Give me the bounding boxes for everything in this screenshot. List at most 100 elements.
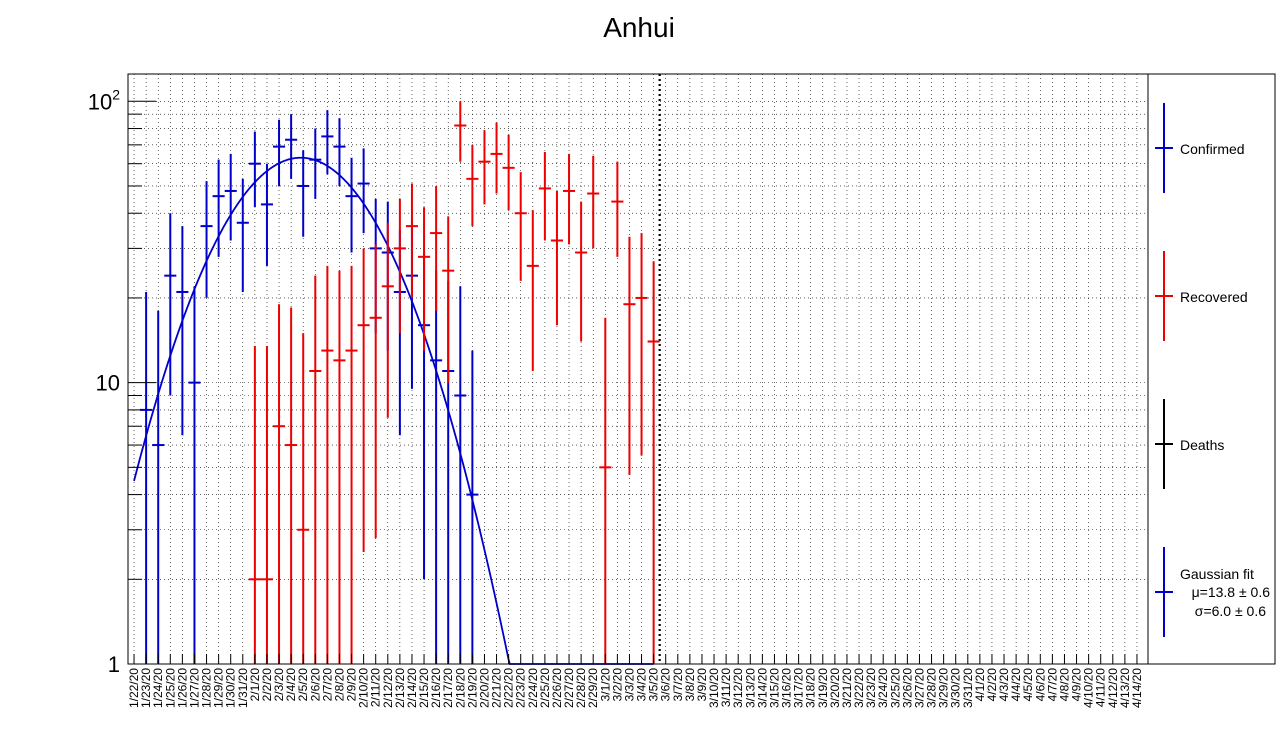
legend-entry-confirmed: Confirmed: [1155, 103, 1245, 193]
recovered-point: [418, 207, 431, 351]
data-layer: [140, 101, 660, 664]
legend-label-fit-sigma: σ=6.0 ± 0.6: [1195, 603, 1266, 619]
x-tick-label: 1/30/20: [224, 668, 238, 708]
x-tick-label: 2/11/20: [369, 668, 383, 707]
recovered-point: [502, 134, 515, 211]
x-tick-label: 3/19/20: [816, 668, 830, 708]
confirmed-point: [466, 350, 479, 664]
x-tick-label: 1/25/20: [163, 668, 177, 708]
legend-label-fit: Gaussian fit: [1180, 566, 1254, 582]
recovered-point: [478, 130, 491, 205]
recovered-point: [248, 345, 261, 664]
x-tick-label: 3/22/20: [852, 668, 866, 708]
x-tick-label: 3/14/20: [755, 668, 769, 708]
x-tick-label: 2/26/20: [550, 668, 564, 708]
grid-layer: [128, 74, 1148, 665]
x-tick-label: 3/30/20: [949, 668, 963, 708]
confirmed-point: [164, 213, 177, 396]
legend: Confirmed Recovered Deaths Gaussian fit …: [1155, 103, 1270, 637]
x-tick-label: 1/29/20: [212, 668, 226, 708]
x-tick-label: 3/18/20: [804, 668, 818, 708]
x-tick-label: 1/24/20: [151, 668, 165, 708]
recovered-point: [575, 201, 588, 342]
recovered-point: [635, 233, 648, 456]
x-tick-label: 3/11/20: [719, 668, 733, 707]
x-tick-label: 2/3/20: [272, 668, 286, 702]
gaussian-fit-curve: [133, 156, 654, 665]
x-tick-label: 2/19/20: [465, 668, 479, 708]
confirmed-point: [248, 131, 261, 208]
x-tick-label: 2/21/20: [490, 668, 504, 708]
recovered-point: [563, 153, 576, 245]
x-tick-label: 3/25/20: [888, 668, 902, 708]
recovered-point: [369, 244, 382, 539]
x-tick-label: 4/11/20: [1094, 668, 1108, 707]
x-tick-label: 1/28/20: [200, 668, 214, 708]
confirmed-point: [297, 150, 310, 237]
confirmed-point: [152, 310, 165, 664]
x-tick-label: 2/2/20: [260, 668, 274, 702]
x-tick-label: 3/5/20: [647, 668, 661, 702]
x-tick-label: 3/23/20: [864, 668, 878, 708]
legend-entry-recovered: Recovered: [1155, 251, 1248, 341]
x-tick-label: 3/9/20: [695, 668, 709, 702]
recovered-point: [297, 333, 310, 664]
x-tick-label: 4/14/20: [1130, 668, 1144, 708]
x-tick-label: 2/13/20: [393, 668, 407, 708]
recovered-point: [611, 161, 624, 257]
x-tick-label: 2/15/20: [417, 668, 431, 708]
recovered-point: [647, 261, 660, 664]
recovered-point: [623, 236, 636, 475]
confirmed-point: [260, 163, 273, 266]
x-tick-label: 3/21/20: [840, 668, 854, 708]
recovered-point: [309, 275, 322, 664]
confirmed-point: [333, 118, 346, 186]
x-tick-label: 2/29/20: [586, 668, 600, 708]
legend-entry-gaussian-fit: Gaussian fit μ=13.8 ± 0.6 σ=6.0 ± 0.6: [1155, 547, 1270, 637]
x-tick-label: 4/12/20: [1106, 668, 1120, 708]
recovered-point: [587, 155, 600, 249]
y-tick-label: 10: [96, 371, 120, 396]
chart-title: Anhui: [603, 12, 675, 43]
confirmed-point: [140, 291, 153, 664]
x-tick-label: 1/26/20: [175, 668, 189, 708]
x-tick-label: 3/20/20: [828, 668, 842, 708]
x-tick-label: 3/26/20: [900, 668, 914, 708]
x-tick-label: 3/31/20: [961, 668, 975, 708]
x-tick-label: 4/9/20: [1070, 668, 1084, 702]
x-tick-label: 2/5/20: [296, 668, 310, 702]
x-tick-label: 3/24/20: [876, 668, 890, 708]
confirmed-point: [200, 181, 213, 298]
x-tick-label: 2/10/20: [357, 668, 371, 708]
x-tick-label: 3/13/20: [743, 668, 757, 708]
x-tick-label: 4/6/20: [1033, 668, 1047, 702]
x-tick-label: 3/2/20: [610, 668, 624, 702]
x-tick-label: 3/8/20: [683, 668, 697, 702]
x-tick-label: 2/16/20: [429, 668, 443, 708]
x-tick-label: 3/10/20: [707, 668, 721, 708]
x-tick-label: 2/7/20: [320, 668, 334, 702]
recovered-point: [538, 152, 551, 241]
confirmed-point: [212, 159, 225, 257]
y-tick-label: 1: [108, 652, 120, 677]
recovered-point: [273, 304, 286, 664]
recovered-point: [393, 198, 406, 334]
x-tick-label: 3/7/20: [671, 668, 685, 702]
x-tick-label: 2/8/20: [332, 668, 346, 702]
x-tick-label: 1/27/20: [187, 668, 201, 708]
confirmed-point: [357, 148, 370, 234]
recovered-point: [321, 265, 334, 664]
x-tick-label: 4/7/20: [1045, 668, 1059, 702]
confirmed-point: [345, 157, 358, 253]
legend-label-confirmed: Confirmed: [1180, 141, 1245, 157]
fit-layer: [133, 156, 654, 665]
x-tick-label: 3/27/20: [912, 668, 926, 708]
confirmed-point: [224, 153, 237, 241]
recovered-point: [405, 183, 418, 298]
x-tick-label: 3/3/20: [622, 668, 636, 702]
x-tick-label: 3/28/20: [925, 668, 939, 708]
x-tick-label: 2/24/20: [526, 668, 540, 708]
x-tick-label: 2/18/20: [453, 668, 467, 708]
recovered-point: [442, 216, 455, 383]
